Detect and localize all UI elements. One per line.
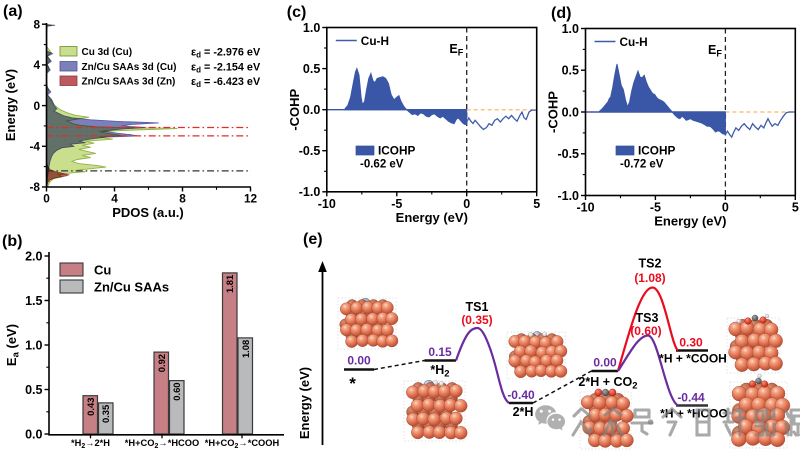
svg-text:*H+CO2→*COOH: *H+CO2→*COOH — [205, 438, 280, 450]
svg-text:0.00: 0.00 — [347, 354, 371, 368]
svg-text:0.0: 0.0 — [25, 427, 42, 441]
svg-text:-5: -5 — [650, 201, 661, 215]
svg-text:8: 8 — [179, 192, 186, 206]
svg-text:*H+CO2→*HCOO: *H+CO2→*HCOO — [125, 438, 199, 450]
svg-text:0.5: 0.5 — [562, 64, 579, 78]
svg-text:4: 4 — [33, 58, 40, 72]
svg-text:Zn/Cu SAAs 3d (Zn): Zn/Cu SAAs 3d (Zn) — [82, 77, 176, 88]
svg-text:Energy (eV): Energy (eV) — [3, 69, 18, 141]
svg-text:0: 0 — [43, 192, 50, 206]
svg-text:-8: -8 — [30, 180, 41, 194]
svg-text:0.60: 0.60 — [171, 382, 182, 400]
svg-text:PDOS (a.u.): PDOS (a.u.) — [112, 205, 184, 220]
svg-text:0.5: 0.5 — [25, 383, 42, 397]
svg-text:(0.60): (0.60) — [630, 324, 661, 338]
svg-text:-0.5: -0.5 — [299, 144, 321, 158]
svg-text:0.5: 0.5 — [303, 62, 320, 76]
svg-text:0.30: 0.30 — [679, 336, 703, 350]
svg-text:Ea (eV): Ea (eV) — [4, 324, 22, 366]
svg-text:-5: -5 — [391, 197, 402, 211]
svg-text:Cu: Cu — [94, 263, 111, 278]
svg-text:-4: -4 — [30, 140, 41, 154]
svg-text:-1.0: -1.0 — [299, 185, 321, 199]
svg-text:*: * — [349, 374, 356, 393]
svg-text:-10: -10 — [318, 197, 336, 211]
svg-text:(e): (e) — [303, 231, 323, 248]
svg-text:(0.35): (0.35) — [461, 313, 492, 327]
svg-text:0: 0 — [722, 201, 729, 215]
svg-text:Zn/Cu SAAs 3d (Cu): Zn/Cu SAAs 3d (Cu) — [82, 62, 177, 73]
svg-text:-0.5: -0.5 — [557, 147, 579, 161]
svg-text:Cu-H: Cu-H — [620, 35, 648, 49]
svg-text:εd = -6.423 eV: εd = -6.423 eV — [191, 76, 261, 89]
svg-text:5: 5 — [533, 197, 540, 211]
svg-text:ICOHP: ICOHP — [638, 144, 675, 158]
svg-text:Energy (eV): Energy (eV) — [396, 210, 468, 225]
svg-text:(c): (c) — [287, 4, 307, 21]
svg-text:-0.72 eV: -0.72 eV — [620, 159, 664, 171]
svg-text:1.0: 1.0 — [25, 338, 42, 352]
svg-text:-1.0: -1.0 — [557, 189, 579, 203]
svg-text:2.0: 2.0 — [25, 249, 42, 263]
svg-text:0.35: 0.35 — [100, 405, 111, 423]
svg-text:0.0: 0.0 — [303, 103, 320, 117]
svg-text:Cu 3d (Cu): Cu 3d (Cu) — [82, 47, 133, 58]
svg-text:-0.62 eV: -0.62 eV — [360, 159, 404, 171]
svg-text:1.08: 1.08 — [240, 340, 251, 358]
svg-text:2*H + CO2: 2*H + CO2 — [578, 375, 637, 392]
svg-text:(1.08): (1.08) — [634, 271, 665, 285]
svg-text:0.0: 0.0 — [562, 105, 579, 119]
svg-text:TS3: TS3 — [636, 311, 659, 325]
svg-text:12: 12 — [244, 192, 258, 206]
svg-text:*H2→2*H: *H2→2*H — [71, 438, 110, 450]
svg-text:*H + *COOH: *H + *COOH — [659, 352, 727, 366]
svg-text:Zn/Cu SAAs: Zn/Cu SAAs — [94, 280, 169, 295]
svg-text:-10: -10 — [576, 201, 594, 215]
svg-text:5: 5 — [792, 201, 799, 215]
svg-text:-0.44: -0.44 — [677, 391, 705, 405]
svg-text:(a): (a) — [3, 3, 23, 20]
svg-text:1.81: 1.81 — [224, 275, 235, 293]
svg-text:4: 4 — [111, 192, 118, 206]
svg-text:Energy (eV): Energy (eV) — [297, 367, 312, 439]
svg-text:2*H: 2*H — [513, 405, 534, 419]
svg-text:0: 0 — [463, 197, 470, 211]
svg-text:1.0: 1.0 — [562, 22, 579, 36]
svg-text:TS1: TS1 — [466, 300, 489, 314]
svg-text:-COHP: -COHP — [546, 91, 561, 133]
svg-text:-0.40: -0.40 — [507, 388, 535, 402]
svg-text:1.5: 1.5 — [25, 294, 42, 308]
svg-text:0.00: 0.00 — [593, 356, 617, 370]
svg-text:0.15: 0.15 — [428, 345, 452, 359]
svg-text:0.43: 0.43 — [85, 398, 96, 416]
svg-text:(d): (d) — [551, 5, 571, 22]
svg-text:ICOHP: ICOHP — [378, 144, 415, 158]
svg-text:*H + *HCOO: *H + *HCOO — [660, 407, 728, 421]
svg-text:Energy (eV): Energy (eV) — [654, 214, 726, 229]
svg-text:(b): (b) — [2, 233, 22, 250]
svg-text:8: 8 — [33, 17, 40, 31]
svg-text:εd = -2.154 eV: εd = -2.154 eV — [191, 62, 261, 75]
svg-text:TS2: TS2 — [639, 257, 662, 271]
svg-text:1.0: 1.0 — [303, 21, 320, 35]
svg-text:Cu-H: Cu-H — [361, 34, 389, 48]
svg-text:εd = -2.976 eV: εd = -2.976 eV — [191, 47, 261, 60]
svg-text:0: 0 — [33, 99, 40, 113]
svg-text:-COHP: -COHP — [287, 88, 302, 130]
svg-text:0.92: 0.92 — [156, 354, 167, 372]
